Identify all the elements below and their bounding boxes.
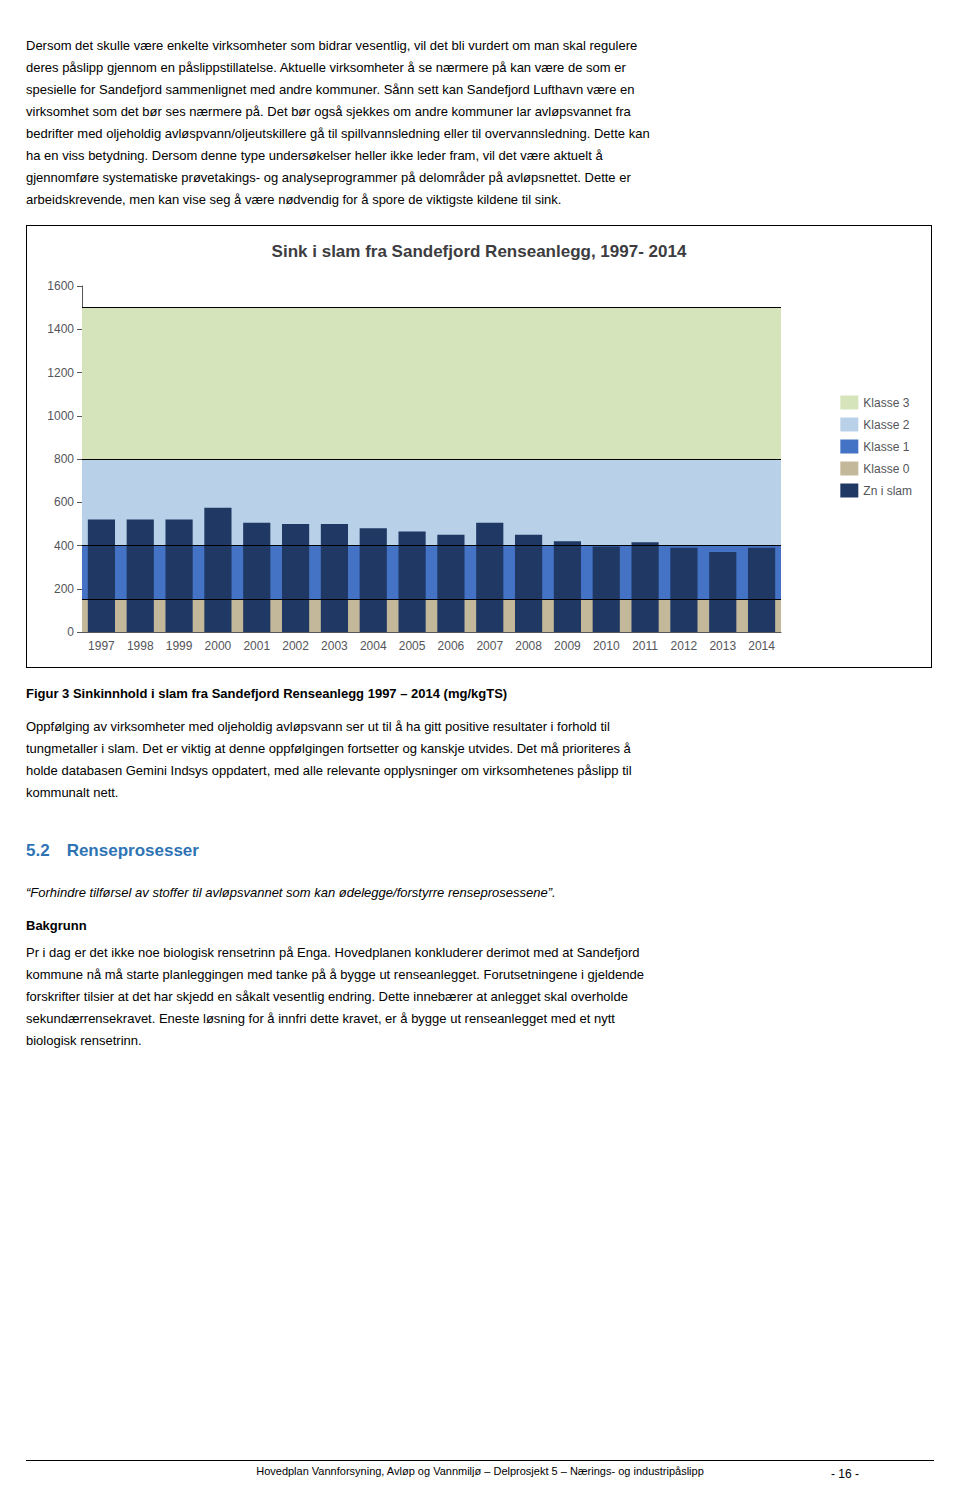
svg-text:0: 0 <box>67 625 74 639</box>
html-text:Hovedplan Vannforsyning, Avløp: Hovedplan Vannforsyning, Avløp og Vannmi… <box>256 1465 704 1477</box>
svg-text:2009: 2009 <box>554 639 581 653</box>
svg-text:2003: 2003 <box>321 639 348 653</box>
html-text:virksomhet som det bør ses nær: virksomhet som det bør ses nærmere på. D… <box>26 104 631 119</box>
html-text:kommunalt nett.: kommunalt nett. <box>26 785 119 800</box>
html-text:holde databasen Gemini Indsys: holde databasen Gemini Indsys oppdatert,… <box>26 763 632 778</box>
svg-text:1998: 1998 <box>127 639 154 653</box>
svg-text:2011: 2011 <box>632 639 658 653</box>
html-text:Pr i dag er det ikke noe biolo: Pr i dag er det ikke noe biologisk rense… <box>26 945 640 960</box>
svg-text:1997: 1997 <box>88 639 115 653</box>
html-text:gjennomføre systematiske prøve: gjennomføre systematiske prøvetakings- o… <box>26 170 631 185</box>
html-text:Oppfølging av virksomheter med: Oppfølging av virksomheter med oljeholdi… <box>26 719 610 734</box>
svg-text:800: 800 <box>54 452 74 466</box>
svg-text:Sink i slam fra Sandefjord Ren: Sink i slam fra Sandefjord Renseanlegg, … <box>272 242 687 261</box>
html-text:tungmetaller i slam. Det er vi: tungmetaller i slam. Det er viktig at de… <box>26 741 631 756</box>
svg-text:Klasse 3: Klasse 3 <box>863 396 909 410</box>
html-text:kommune nå må starte planleggi: kommune nå må starte planleggingen med t… <box>26 967 644 982</box>
svg-text:Zn i slam: Zn i slam <box>863 484 912 498</box>
svg-text:600: 600 <box>54 495 74 509</box>
svg-text:2004: 2004 <box>360 639 387 653</box>
svg-text:2005: 2005 <box>399 639 426 653</box>
html-text:biologisk rensetrinn.: biologisk rensetrinn. <box>26 1033 142 1048</box>
html-text:arbeidskrevende, men kan vise: arbeidskrevende, men kan vise seg å være… <box>26 192 562 207</box>
svg-text:2013: 2013 <box>709 639 736 653</box>
html-text:deres påslipp gjennom en påsli: deres påslipp gjennom en påslippstillate… <box>26 60 626 75</box>
svg-text:1200: 1200 <box>47 366 74 380</box>
html-text:sekundærrensekravet. Eneste lø: sekundærrensekravet. Eneste løsning for … <box>26 1011 615 1026</box>
svg-text:1000: 1000 <box>47 409 74 423</box>
svg-text:200: 200 <box>54 582 74 596</box>
html-text:spesielle for Sandefjord samme: spesielle for Sandefjord sammenlignet me… <box>26 82 635 97</box>
svg-text:2014: 2014 <box>748 639 775 653</box>
svg-text:Klasse 2: Klasse 2 <box>863 418 909 432</box>
svg-text:2012: 2012 <box>671 639 698 653</box>
svg-text:2007: 2007 <box>476 639 503 653</box>
svg-text:2006: 2006 <box>438 639 465 653</box>
svg-text:1999: 1999 <box>166 639 193 653</box>
svg-text:Klasse 0: Klasse 0 <box>863 462 909 476</box>
svg-text:2008: 2008 <box>515 639 542 653</box>
html-text:Dersom det skulle være enkelte: Dersom det skulle være enkelte virksomhe… <box>26 38 638 53</box>
svg-text:400: 400 <box>54 539 74 553</box>
html-text:ha en viss betydning. Dersom d: ha en viss betydning. Dersom denne type … <box>26 148 603 163</box>
html-text:- 16 -: - 16 - <box>831 1467 859 1481</box>
html-text:forskrifter tilsier at det har: forskrifter tilsier at det har skjedd en… <box>26 989 628 1004</box>
svg-text:1600: 1600 <box>47 279 74 293</box>
svg-text:2001: 2001 <box>243 639 270 653</box>
svg-text:Klasse 1: Klasse 1 <box>863 440 909 454</box>
html-text:Figur 3 Sinkinnhold i slam fra: Figur 3 Sinkinnhold i slam fra Sandefjor… <box>26 686 508 701</box>
svg-text:1400: 1400 <box>47 322 74 336</box>
svg-text:2010: 2010 <box>593 639 620 653</box>
html-text:Bakgrunn: Bakgrunn <box>26 918 87 933</box>
html-text:“Forhindre tilførsel av stoffe: “Forhindre tilførsel av stoffer til avlø… <box>26 885 556 900</box>
html-text:bedrifter med oljeholdig avløs: bedrifter med oljeholdig avløspvann/olje… <box>26 126 650 141</box>
svg-text:2002: 2002 <box>282 639 309 653</box>
html-text:5.2 Renseprosesser: 5.2 Renseprosesser <box>26 841 199 860</box>
svg-text:2000: 2000 <box>205 639 232 653</box>
